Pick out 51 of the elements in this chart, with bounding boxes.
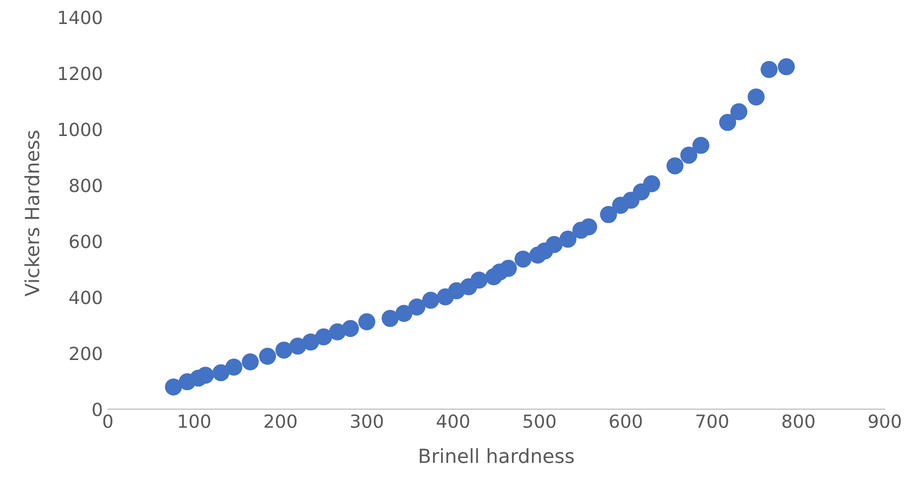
x-tick-label: 900 [868, 414, 901, 428]
point [242, 353, 259, 370]
point [259, 348, 276, 365]
x-tick-label: 400 [436, 414, 470, 428]
x-tick-label: 600 [610, 414, 642, 428]
point [302, 333, 320, 350]
point [514, 250, 532, 268]
y-tick-label: 600 [70, 234, 102, 248]
point [730, 103, 748, 120]
x-tick-label: 200 [264, 414, 297, 428]
x-tick-label: 700 [696, 414, 728, 428]
x-tick-label: 100 [178, 414, 210, 428]
x-tick-label: 0 [103, 414, 112, 428]
x-tick-label: 300 [350, 414, 383, 428]
point [666, 157, 684, 174]
point [315, 328, 332, 346]
point [382, 310, 399, 327]
x-tick-label: 800 [782, 414, 814, 428]
x-tick-label: 500 [524, 414, 556, 428]
point [748, 88, 765, 106]
point [225, 358, 242, 376]
point [342, 320, 359, 338]
y-tick-label: 1400 [59, 10, 102, 24]
point [408, 298, 426, 316]
point [692, 136, 710, 154]
point [643, 175, 660, 192]
point [358, 313, 376, 330]
y-tick-label: 800 [70, 178, 102, 192]
point [719, 114, 736, 131]
point [546, 236, 563, 254]
y-axis-title: Vickers Hardness [24, 130, 40, 296]
point [196, 366, 214, 384]
point [164, 378, 182, 396]
y-tick-label: 200 [70, 346, 102, 360]
point [580, 218, 598, 236]
point [559, 230, 576, 248]
point [275, 342, 292, 359]
point [778, 58, 795, 76]
point [212, 364, 230, 382]
point [395, 304, 412, 322]
y-tick-label: 1000 [59, 122, 102, 136]
point [760, 61, 778, 78]
y-tick-label: 0 [92, 402, 102, 416]
point [600, 206, 618, 224]
point [500, 260, 517, 277]
y-tick-label: 400 [69, 290, 102, 304]
point [422, 292, 440, 309]
x-axis-title: Brinell hardness [420, 448, 574, 464]
point [680, 146, 698, 164]
y-tick-label: 1200 [59, 66, 102, 80]
point [470, 272, 488, 289]
